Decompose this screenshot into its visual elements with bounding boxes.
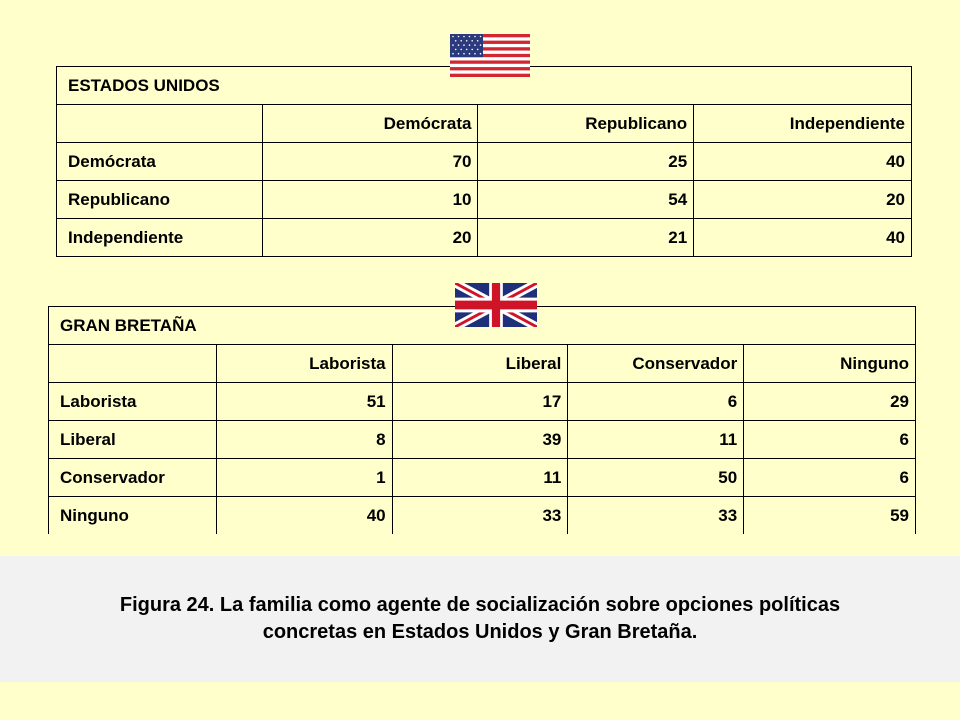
table-cell: 21 [477,218,695,257]
gb-header-cell: Liberal [391,344,569,383]
usa-header-cell: Republicano [477,104,695,143]
uk-flag-icon [455,283,537,327]
caption-line-2: concretas en Estados Unidos y Gran Breta… [262,621,698,643]
usa-header-cell: Independiente [693,104,912,143]
table-cell: 25 [477,142,695,181]
caption-line-1: Figura 24. La familia como agente de soc… [119,594,841,616]
row-label: Conservador [48,458,217,497]
table-cell: 40 [693,218,912,257]
gb-header-cell: Laborista [215,344,393,383]
row-label: Demócrata [56,142,263,181]
usa-header-row: Demócrata Republicano Independiente [56,104,912,143]
usa-header-cell [56,104,263,143]
table-cell: 11 [391,458,569,497]
table-row: Conservador 1 11 50 6 [48,458,916,497]
table-row: Demócrata 70 25 40 [56,142,912,181]
table-row: Republicano 10 54 20 [56,180,912,219]
table-cell: 20 [693,180,912,219]
row-label: Ninguno [48,496,217,534]
table-row: Independiente 20 21 40 [56,218,912,257]
row-label: Republicano [56,180,263,219]
usa-table: ESTADOS UNIDOS Demócrata Republicano Ind… [56,66,912,257]
us-flag-icon [450,34,530,77]
usa-header-cell: Demócrata [261,104,479,143]
gb-header-row: Laborista Liberal Conservador Ninguno [48,344,916,383]
table-cell: 70 [261,142,479,181]
table-cell: 33 [391,496,569,534]
table-row: Liberal 8 39 11 6 [48,420,916,459]
table-cell: 6 [743,420,916,459]
table-cell: 40 [693,142,912,181]
table-cell: 11 [567,420,745,459]
gb-header-cell: Ninguno [743,344,916,383]
caption-band [0,556,960,682]
gb-header-cell: Conservador [567,344,745,383]
figure-caption: Figura 24. La familia como agente de soc… [0,592,960,646]
gb-header-cell [48,344,217,383]
row-label: Laborista [48,382,217,421]
table-cell: 8 [215,420,393,459]
row-label: Liberal [48,420,217,459]
row-label: Independiente [56,218,263,257]
table-cell: 20 [261,218,479,257]
table-cell: 10 [261,180,479,219]
gb-table: GRAN BRETAÑA Laborista Liberal Conservad… [48,306,916,534]
table-cell: 40 [215,496,393,534]
table-cell: 33 [567,496,745,534]
table-cell: 6 [743,458,916,497]
table-cell: 1 [215,458,393,497]
table-cell: 50 [567,458,745,497]
table-cell: 17 [391,382,569,421]
table-cell: 39 [391,420,569,459]
table-cell: 6 [567,382,745,421]
table-cell: 54 [477,180,695,219]
table-cell: 59 [743,496,916,534]
table-row: Laborista 51 17 6 29 [48,382,916,421]
table-cell: 51 [215,382,393,421]
table-cell: 29 [743,382,916,421]
table-row: Ninguno 40 33 33 59 [48,496,916,534]
